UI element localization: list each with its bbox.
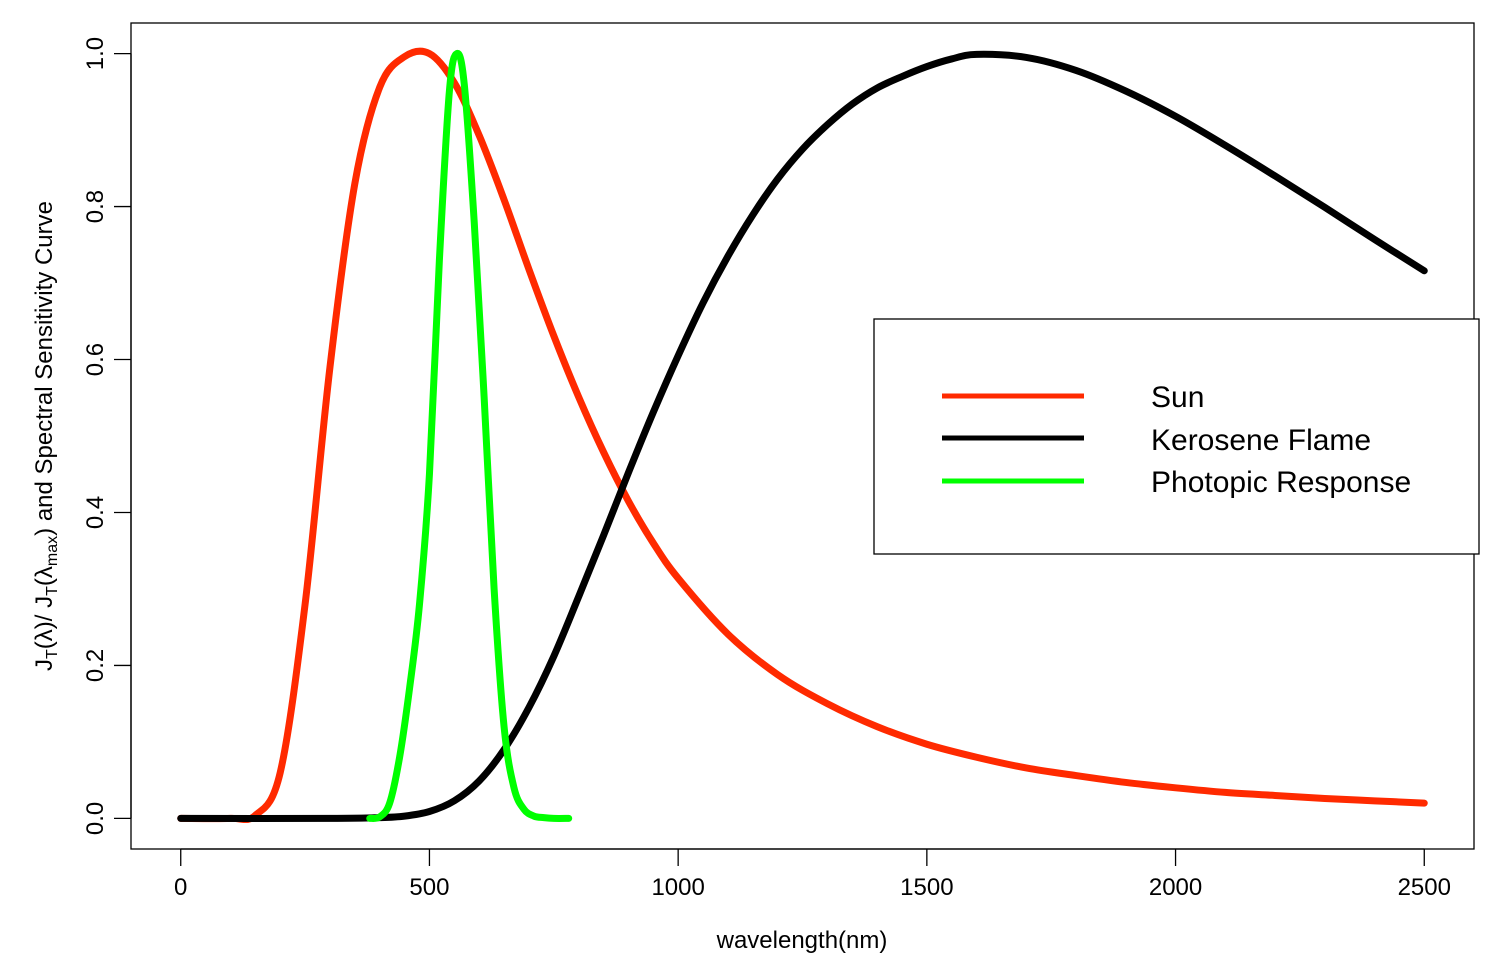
y-label-part-j1: J [31,659,58,671]
y-label-sub-max: max [44,536,61,566]
x-tick-label: 0 [174,874,187,901]
legend: Sun Kerosene Flame Photopic Response [873,318,1480,555]
x-tick-label: 2500 [1398,874,1451,901]
x-axis: 0 500 1000 1500 2000 2500 [174,848,1451,901]
y-tick-label: 1.0 [82,37,109,70]
x-tick-label: 500 [409,874,449,901]
series-group [177,47,1428,824]
y-tick-label: 0.2 [82,649,109,682]
y-label-part-rest: ) and Spectral Sensitivity Curve [31,201,58,536]
y-tick-label: 0.8 [82,190,109,223]
y-label-part-lambda: (λ [31,566,58,586]
x-tick-label: 2000 [1149,874,1202,901]
y-axis: 0.0 0.2 0.4 0.6 0.8 1.0 [82,37,132,835]
series-line-3 [366,49,573,823]
y-label-part-ratio: (λ)/ J [31,596,58,649]
x-tick-label: 1500 [900,874,953,901]
y-label-sub-t2: T [44,586,61,596]
legend-label-kerosene: Kerosene Flame [1151,424,1371,457]
series-line-1 [177,47,1428,824]
y-axis-label: JT(λ)/ JT(λmax) and Spectral Sensitivity… [31,201,61,671]
y-tick-label: 0.6 [82,343,109,376]
x-tick-label: 1000 [651,874,704,901]
x-axis-label: wavelength(nm) [716,927,888,954]
legend-label-sun: Sun [1151,381,1204,414]
y-tick-label: 0.4 [82,496,109,529]
legend-label-photopic: Photopic Response [1151,466,1411,499]
y-tick-label: 0.0 [82,802,109,835]
series-line-2 [177,50,1428,822]
y-label-sub-t1: T [44,649,61,659]
